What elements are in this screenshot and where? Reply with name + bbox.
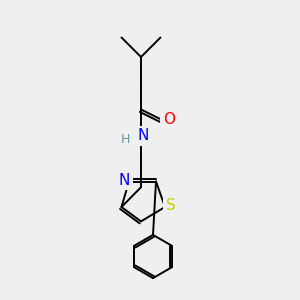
Text: O: O: [163, 112, 175, 127]
Text: S: S: [166, 198, 175, 213]
Text: N: N: [119, 173, 130, 188]
Text: N: N: [138, 128, 149, 143]
Text: H: H: [121, 133, 130, 146]
